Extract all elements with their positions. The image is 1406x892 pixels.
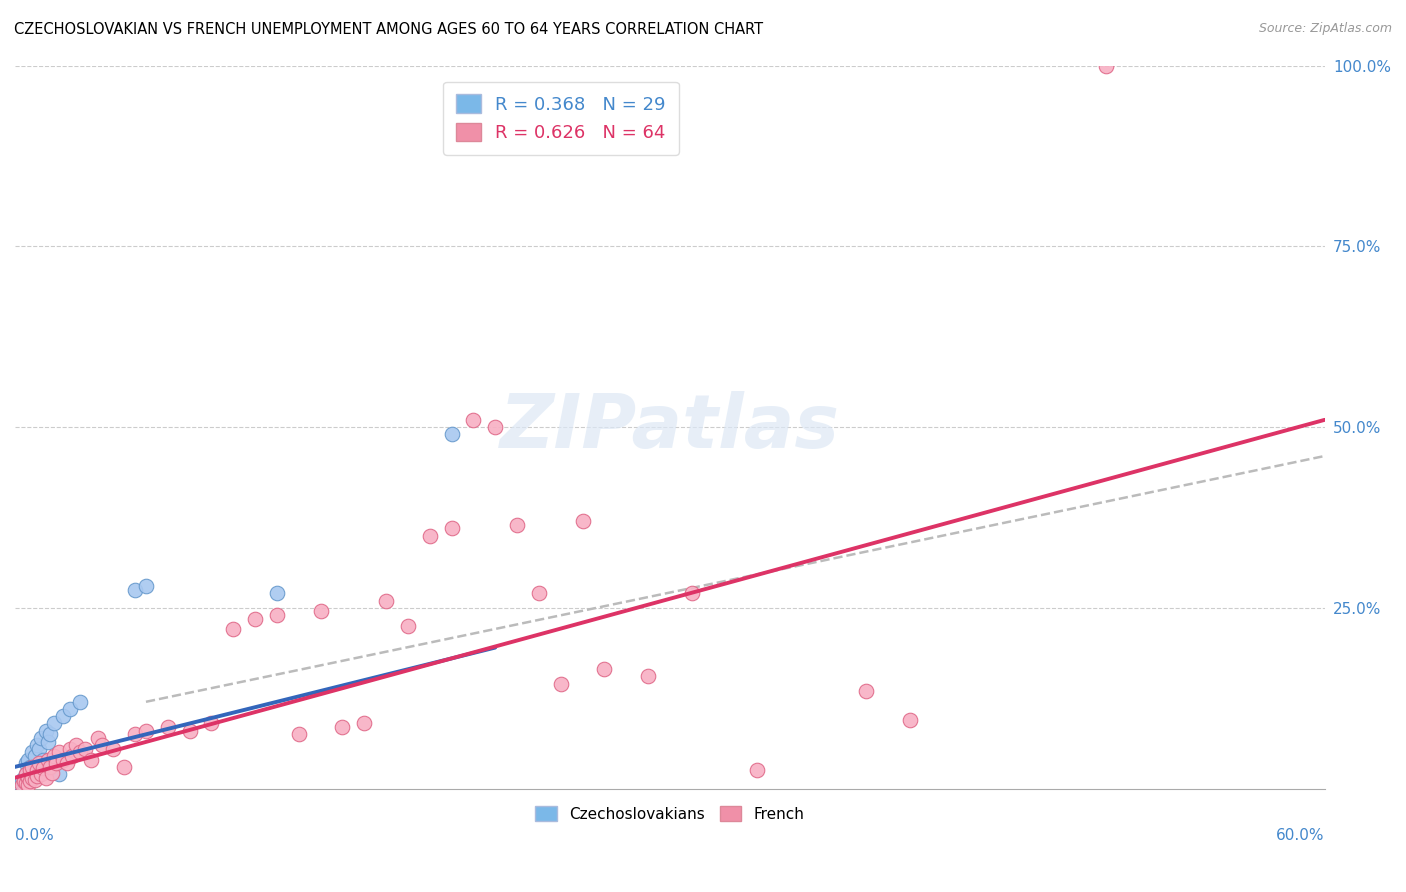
Point	[44, 716, 66, 731]
Point	[37, 734, 59, 748]
Point	[124, 582, 146, 597]
Point	[25, 764, 48, 778]
Point	[747, 764, 769, 778]
Point	[21, 768, 44, 782]
Point	[156, 720, 179, 734]
Point	[48, 767, 70, 781]
Point	[69, 745, 91, 759]
Point	[28, 741, 51, 756]
Point	[25, 768, 48, 782]
Point	[52, 709, 75, 723]
Point	[30, 731, 52, 745]
Point	[637, 669, 659, 683]
Point	[39, 760, 62, 774]
Point	[10, 778, 32, 792]
Text: CZECHOSLOVAKIAN VS FRENCH UNEMPLOYMENT AMONG AGES 60 TO 64 YEARS CORRELATION CHA: CZECHOSLOVAKIAN VS FRENCH UNEMPLOYMENT A…	[14, 22, 763, 37]
Point	[135, 723, 157, 738]
Point	[506, 517, 529, 532]
Point	[58, 741, 80, 756]
Point	[13, 778, 35, 792]
Point	[21, 771, 44, 785]
Point	[855, 684, 877, 698]
Point	[32, 753, 55, 767]
Point	[14, 756, 37, 771]
Point	[20, 760, 42, 774]
Point	[309, 604, 332, 618]
Point	[135, 579, 157, 593]
Point	[266, 608, 288, 623]
Point	[30, 767, 52, 781]
Point	[222, 623, 245, 637]
Point	[52, 753, 75, 767]
Point	[179, 723, 201, 738]
Point	[898, 713, 921, 727]
Point	[25, 760, 48, 774]
Point	[21, 745, 44, 759]
Point	[21, 760, 44, 774]
Point	[60, 749, 83, 764]
Point	[58, 702, 80, 716]
Point	[13, 774, 35, 789]
Point	[14, 776, 37, 790]
Point	[243, 612, 266, 626]
Point	[375, 593, 398, 607]
Point	[91, 738, 114, 752]
Point	[44, 749, 66, 764]
Point	[34, 771, 56, 785]
Point	[332, 720, 354, 734]
Point	[48, 745, 70, 759]
Point	[353, 716, 375, 731]
Point	[20, 764, 42, 778]
Point	[56, 756, 79, 771]
Text: 60.0%: 60.0%	[1277, 829, 1324, 843]
Point	[32, 761, 55, 775]
Point	[484, 420, 506, 434]
Point	[24, 749, 46, 764]
Point	[39, 727, 62, 741]
Point	[396, 619, 419, 633]
Point	[24, 772, 46, 787]
Point	[34, 723, 56, 738]
Text: ZIPatlas: ZIPatlas	[501, 391, 839, 464]
Point	[69, 695, 91, 709]
Point	[20, 764, 42, 778]
Point	[17, 771, 39, 785]
Point	[1095, 59, 1118, 73]
Point	[10, 772, 32, 787]
Legend: Czechoslovakians, French: Czechoslovakians, French	[529, 800, 810, 828]
Point	[287, 727, 309, 741]
Point	[550, 676, 572, 690]
Point	[37, 753, 59, 767]
Point	[25, 738, 48, 752]
Point	[65, 738, 87, 752]
Point	[440, 521, 463, 535]
Point	[112, 760, 135, 774]
Point	[593, 662, 616, 676]
Point	[440, 427, 463, 442]
Point	[124, 727, 146, 741]
Point	[527, 586, 550, 600]
Point	[14, 767, 37, 781]
Point	[103, 741, 125, 756]
Point	[20, 774, 42, 789]
Point	[8, 776, 31, 790]
Point	[14, 767, 37, 781]
Point	[681, 586, 703, 600]
Point	[73, 741, 96, 756]
Point	[87, 731, 110, 745]
Point	[266, 586, 288, 600]
Point	[45, 756, 67, 771]
Point	[571, 514, 593, 528]
Point	[419, 528, 441, 542]
Point	[41, 765, 63, 780]
Point	[80, 753, 103, 767]
Point	[17, 771, 39, 785]
Point	[28, 756, 51, 771]
Point	[200, 716, 222, 731]
Point	[463, 413, 485, 427]
Text: 0.0%: 0.0%	[15, 829, 53, 843]
Point	[17, 753, 39, 767]
Text: Source: ZipAtlas.com: Source: ZipAtlas.com	[1258, 22, 1392, 36]
Point	[17, 778, 39, 792]
